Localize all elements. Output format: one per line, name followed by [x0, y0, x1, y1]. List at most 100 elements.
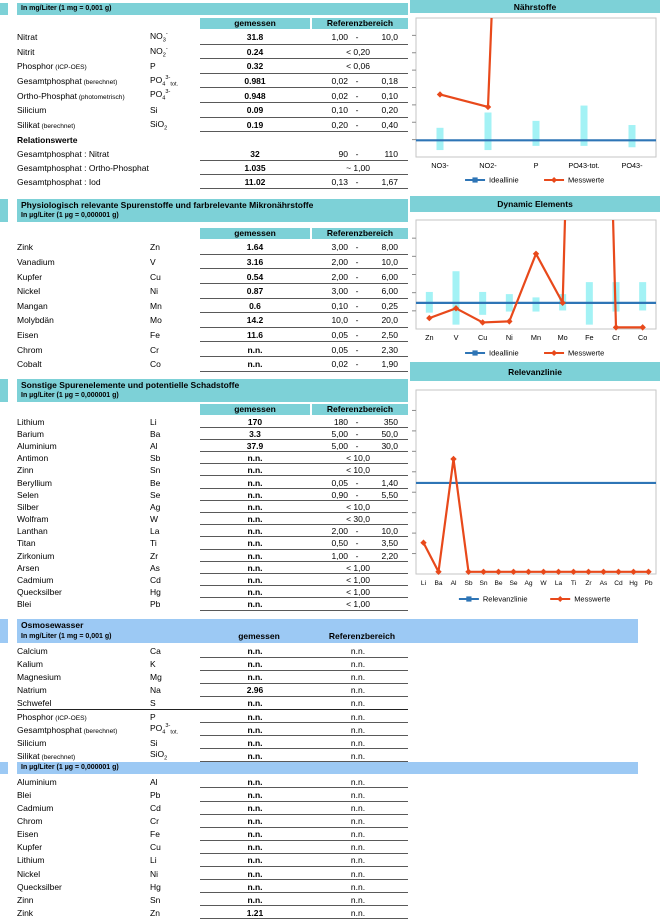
reference-range: < 0,06 [310, 61, 406, 71]
reference-range: 0,90- 5,50 [310, 490, 406, 500]
svg-text:La: La [555, 580, 563, 587]
reference-max: 0,18 [381, 76, 398, 87]
reference-threshold: < 0,20 [346, 46, 370, 57]
reference-max: 50,0 [381, 428, 398, 439]
reference-min: 5,00 [331, 428, 348, 439]
substance-name: Zinn [17, 465, 34, 476]
reference-min: 0,50 [331, 538, 348, 549]
substance-symbol: Hg [150, 587, 161, 598]
substance-name: Beryllium [17, 477, 52, 488]
substance-name: Phosphor (ICP-OES) [17, 61, 87, 72]
substance-row: Eisen Fe 11.6 0,05- 2,50 [17, 328, 408, 343]
reference-dash: - [355, 242, 359, 253]
reference-threshold: n.n. [350, 659, 366, 670]
svg-text:PO43-: PO43- [621, 161, 643, 170]
column-header-gemessen: gemessen [200, 228, 310, 240]
chart-title-band: Dynamic Elements [410, 196, 660, 212]
substance-name: Titan [17, 538, 36, 549]
substance-symbol: S [150, 698, 156, 709]
substance-symbol: W [150, 514, 159, 525]
substance-symbol: Fe [150, 330, 160, 341]
reference-range: n.n. [310, 895, 406, 905]
substance-row: Selen Se n.n. 0,90- 5,50 [17, 489, 408, 502]
substance-symbol: Mn [150, 300, 162, 311]
substance-name: Magnesium [17, 672, 61, 683]
measured-value: n.n. [247, 750, 263, 761]
substance-symbol: Cd [150, 803, 161, 814]
measured-value: 0.19 [246, 119, 264, 130]
table-s2: Zink Zn 1.64 3,00-8,00 Vanadium V 3.16 2,00-10,… [17, 240, 408, 372]
svg-text:Pb: Pb [644, 580, 652, 587]
reference-range: 0,05- 2,30 [310, 345, 406, 355]
svg-text:Messwerte: Messwerte [568, 176, 604, 185]
svg-text:P: P [534, 161, 539, 170]
substance-row: Ortho-Phosphat (photometrisch) PO43- 0.948… [17, 88, 408, 103]
substance-row: Molybdän Mo 14.2 10,0- 20,0 [17, 313, 408, 328]
reference-threshold: n.n. [350, 868, 366, 879]
reference-max: 350 [383, 416, 398, 427]
reference-range: n.n. [310, 777, 406, 787]
reference-range: 5,00- 50,0 [310, 429, 406, 439]
unit-label: In µg/Liter (1 µg = 0,000001 g) [21, 764, 119, 772]
reference-min: 180 [333, 416, 348, 427]
chart-legend: Ideallinie Messwerte [465, 176, 604, 185]
substance-row: Gesamtphosphat : Ortho-Phosphat 1.035 ~ 1,… [17, 161, 408, 176]
measured-value: 37.9 [246, 440, 264, 451]
table-rel: Gesamtphosphat : Nitrat 32 90-110 Gesamtpho… [17, 147, 408, 190]
chart-relevanzlinie: Li Ba Al Sb Sn Be Se Ag W La Ti Zr As Cd Hg Pb Relevanzl… [412, 389, 657, 604]
reference-range: 180- 350 [310, 417, 406, 427]
substance-name-note: (ICP-OES) [53, 64, 87, 72]
reference-range: 3,00- 6,00 [310, 286, 406, 296]
substance-row: Kupfer Cu 0.54 2,00- 6,00 [17, 269, 408, 284]
reference-threshold: n.n. [350, 685, 366, 696]
reference-threshold: n.n. [350, 724, 366, 735]
substance-symbol: Ag [150, 501, 161, 512]
substance-name: Eisen [17, 330, 39, 341]
substance-row: Quecksilber Hg n.n. < 1,00 [17, 586, 408, 599]
reference-range: 1,00- 2,20 [310, 551, 406, 561]
svg-text:Ba: Ba [434, 580, 442, 587]
reference-dash: - [355, 550, 359, 561]
measured-value: 1.035 [244, 163, 266, 174]
substance-row: Lithium Li 170 180- 350 [17, 416, 408, 428]
substance-symbol: SiO2 [150, 118, 168, 132]
section-header-band: Osmosewasser In mg/Liter (1 mg = 0,001 g)… [0, 618, 638, 643]
measured-value: 170 [247, 416, 263, 427]
svg-text:NO2-: NO2- [479, 161, 497, 170]
substance-name: Kalium [17, 659, 43, 670]
substance-row: Blei Pb n.n. < 1,00 [17, 598, 408, 611]
chart-title: Dynamic Elements [497, 199, 573, 209]
column-headers: gemessen Referenzbereich [200, 403, 408, 415]
reference-range: < 10,0 [310, 453, 406, 463]
column-header-referenzbereich: Referenzbereich [312, 18, 408, 29]
reference-threshold: n.n. [350, 907, 366, 918]
substance-symbol: Sn [150, 465, 161, 476]
substance-symbol: Ti [150, 538, 157, 549]
measure-markers [420, 455, 652, 575]
reference-range: ~ 1,00 [310, 163, 406, 173]
measured-value: 0.32 [246, 61, 264, 72]
measured-value: n.n. [247, 587, 263, 598]
chart-title-band: Relevanzlinie [410, 362, 660, 381]
svg-text:Ideallinie: Ideallinie [489, 349, 519, 358]
reference-range: 3,00- 8,00 [310, 242, 406, 252]
substance-name: Phosphor (ICP-OES) [17, 711, 87, 722]
reference-min: 0,02 [331, 76, 348, 87]
measured-value: n.n. [247, 659, 263, 670]
substance-row: Silicium Si n.n. n.n. [17, 736, 408, 750]
substance-row: Chrom Cr n.n. n.n. [17, 815, 408, 828]
reference-range: n.n. [310, 790, 406, 800]
reference-range: n.n. [310, 803, 406, 813]
svg-text:Hg: Hg [629, 580, 638, 587]
substance-row: Gesamtphosphat : Iod 11.02 0,13- 1,67 [17, 175, 408, 190]
measured-value: n.n. [247, 465, 263, 476]
column-headers: gemessen Referenzbereich [200, 18, 408, 29]
reference-range: 0,02- 0,10 [310, 91, 406, 101]
svg-text:W: W [540, 580, 547, 587]
reference-range: n.n. [310, 816, 406, 826]
substance-symbol: Mg [150, 672, 162, 683]
reference-range: n.n. [310, 751, 406, 761]
reference-dash: - [355, 257, 359, 268]
